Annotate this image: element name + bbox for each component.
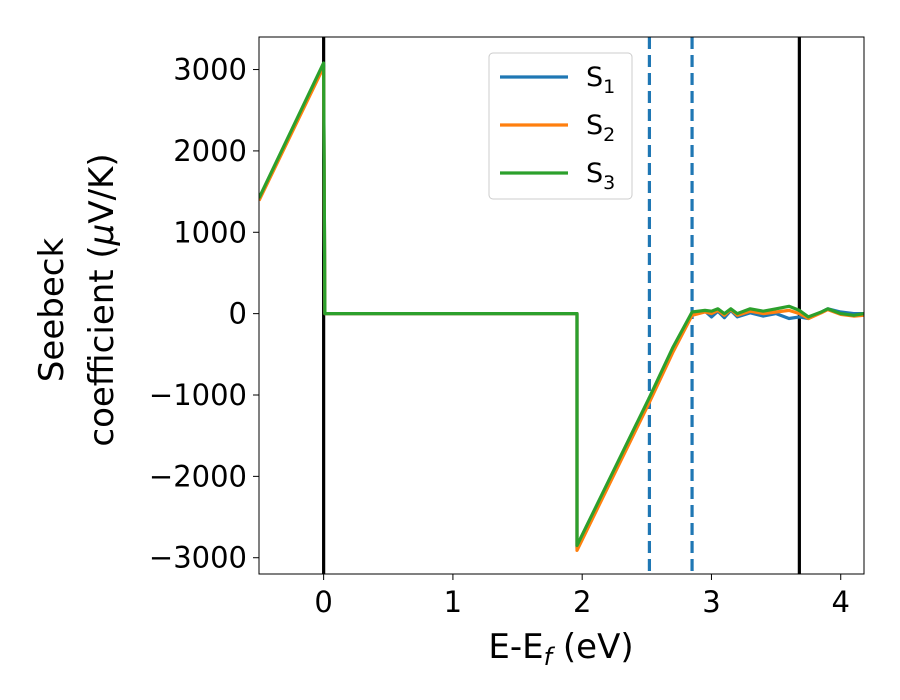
y-tick-label-3: 0 (229, 297, 247, 331)
x-axis-ticks: 0 1 2 3 4 (314, 574, 850, 619)
x-tick-label-0: 0 (314, 585, 332, 619)
series-line-S3 (259, 61, 864, 548)
x-tick-label-1: 1 (444, 585, 462, 619)
x-axis-label: E-Ef (eV) (488, 627, 633, 671)
legend-label-S2: S2 (586, 110, 615, 146)
x-tick-label-2: 2 (573, 585, 591, 619)
series-lines (259, 61, 864, 552)
legend-label-S1: S1 (586, 62, 615, 98)
y-tick-label-5: 2000 (173, 134, 247, 168)
y-tick-label-4: 1000 (173, 215, 247, 249)
plot-frame (258, 36, 865, 575)
y-axis-label-line2: coefficient (μV/K) (82, 153, 122, 446)
y-tick-label-2: −1000 (149, 378, 247, 412)
y-axis-ticks: −3000 −2000 −1000 0 1000 2000 3000 (149, 53, 259, 575)
y-tick-label-6: 3000 (173, 53, 247, 87)
legend-label-S3: S3 (586, 158, 615, 194)
x-tick-label-3: 3 (702, 585, 720, 619)
y-tick-label-1: −2000 (149, 459, 247, 493)
y-tick-label-0: −3000 (149, 541, 247, 575)
x-tick-label-4: 4 (832, 585, 850, 619)
y-axis-label-line1: Seebeck (32, 238, 72, 383)
legend: S1 S2 S3 (488, 52, 633, 200)
